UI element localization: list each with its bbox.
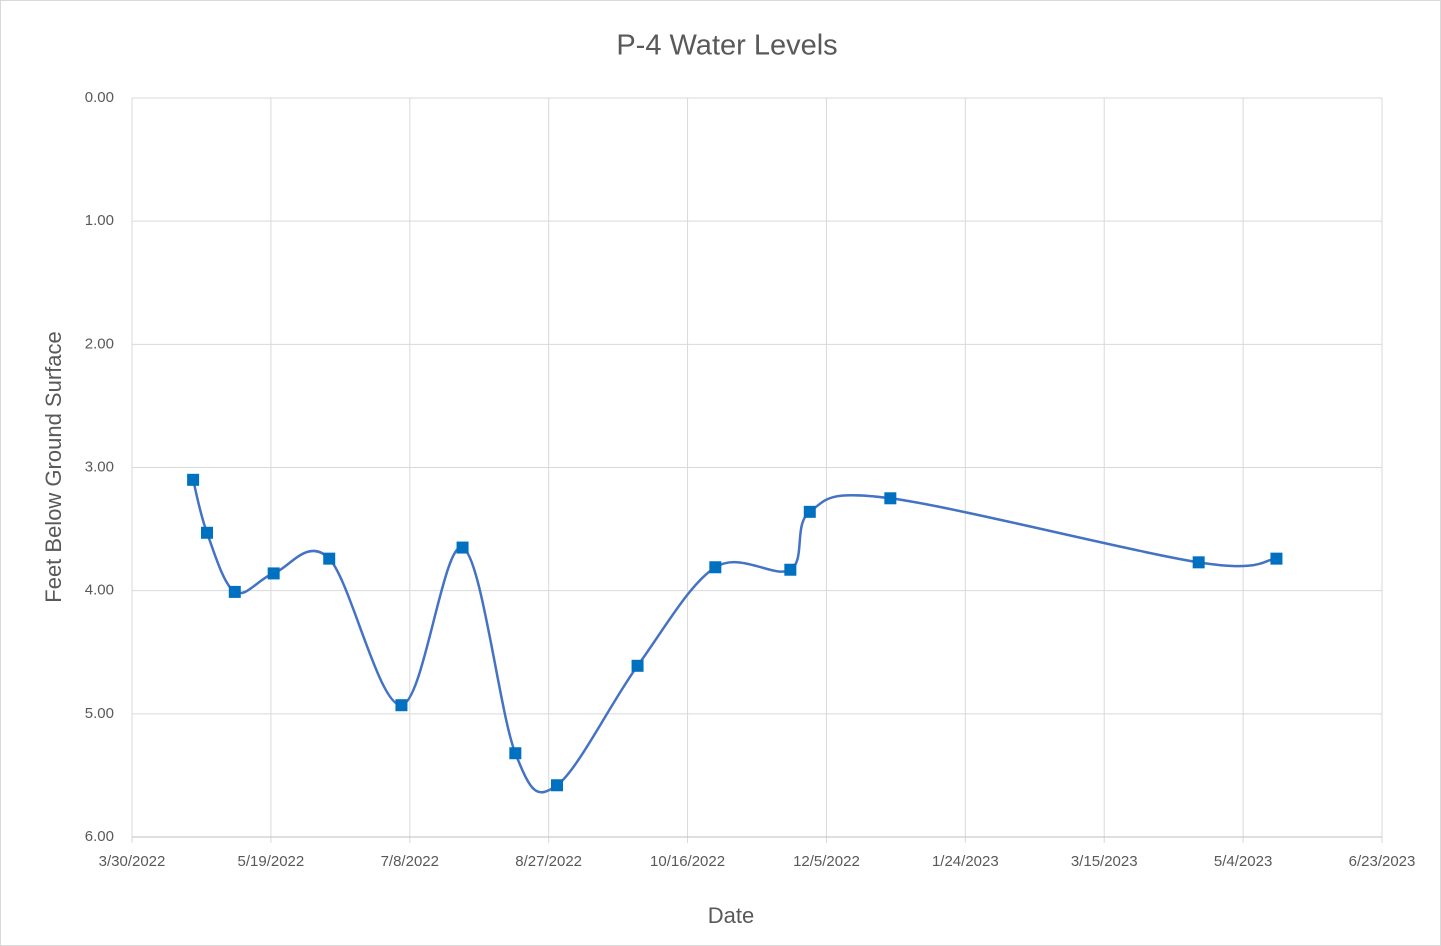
data-point	[784, 563, 797, 576]
data-point	[187, 473, 200, 486]
data-point	[395, 699, 408, 712]
chart-title: P-4 Water Levels	[616, 30, 837, 62]
y-tick-label: 1.00	[85, 212, 114, 229]
data-point	[1270, 552, 1283, 565]
y-tick-label: 2.00	[85, 335, 114, 352]
y-tick-label: 3.00	[85, 458, 114, 475]
data-point	[228, 585, 241, 598]
x-tick-label: 7/8/2022	[381, 853, 439, 870]
data-point	[509, 747, 522, 760]
y-tick-label: 0.00	[85, 89, 114, 106]
data-point	[1192, 556, 1205, 569]
y-tick-label: 5.00	[85, 705, 114, 722]
x-tick-label: 12/5/2022	[793, 853, 860, 870]
y-axis-label: Feet Below Ground Surface	[41, 331, 66, 602]
data-point	[631, 659, 644, 672]
x-tick-label: 1/24/2023	[932, 853, 999, 870]
data-point	[709, 561, 722, 574]
x-tick-label: 3/15/2023	[1071, 853, 1138, 870]
x-axis-label: Date	[708, 903, 754, 928]
y-tick-label: 6.00	[85, 828, 114, 845]
data-point	[323, 552, 336, 565]
data-point	[267, 567, 280, 580]
data-point	[884, 492, 897, 505]
x-tick-label: 8/27/2022	[515, 853, 582, 870]
x-tick-label: 6/23/2023	[1349, 853, 1416, 870]
x-tick-label: 10/16/2022	[650, 853, 725, 870]
data-point	[201, 526, 213, 539]
y-tick-label: 4.00	[85, 582, 114, 599]
data-point	[803, 505, 816, 518]
x-tick-label: 3/30/2022	[99, 853, 166, 870]
data-point	[456, 541, 469, 554]
data-point	[551, 779, 563, 792]
x-tick-label: 5/19/2022	[238, 853, 305, 870]
x-tick-label: 5/4/2023	[1214, 853, 1272, 870]
